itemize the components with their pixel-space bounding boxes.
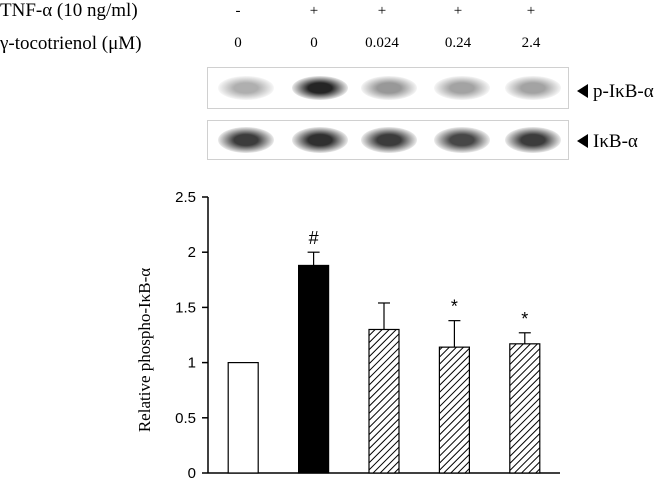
p-ikb-alpha-band-lane-5 bbox=[505, 76, 561, 100]
bar-5 bbox=[509, 343, 541, 474]
ikb-alpha-blot bbox=[207, 120, 569, 160]
relative-phospho-ikb-alpha-chart: Relative phospho-IκB-α 0 0.5 1 1.5 2 2.5 # * * bbox=[130, 185, 570, 482]
ikb-alpha-band-lane-3 bbox=[361, 127, 417, 153]
tnf-value-lane-2: + bbox=[309, 3, 319, 19]
toco-value-lane-2: 0 bbox=[310, 35, 318, 51]
y-tick-label: 2 bbox=[188, 244, 196, 261]
ikb-alpha-label: IκB-α bbox=[593, 131, 638, 152]
ikb-alpha-band-lane-1 bbox=[218, 127, 274, 153]
p-ikb-alpha-label: p-IκB-α bbox=[593, 81, 654, 102]
gamma-tocotrienol-label: γ-tocotrienol (μM) bbox=[0, 33, 142, 54]
toco-value-lane-4: 0.24 bbox=[444, 35, 472, 51]
p-ikb-alpha-band-lane-4 bbox=[434, 76, 490, 100]
arrow-left-icon bbox=[577, 134, 588, 148]
ikb-alpha-marker: IκB-α bbox=[577, 131, 638, 153]
y-tick-label: 2.5 bbox=[175, 189, 196, 206]
tnf-value-lane-1: - bbox=[235, 3, 241, 19]
p-ikb-alpha-marker: p-IκB-α bbox=[577, 81, 654, 103]
tnf-value-lane-4: + bbox=[453, 3, 463, 19]
bar-2 bbox=[298, 264, 330, 474]
p-ikb-alpha-band-lane-2 bbox=[292, 76, 348, 100]
y-axis-label: Relative phospho-IκB-α bbox=[135, 268, 154, 432]
bar-3 bbox=[368, 328, 400, 474]
arrow-left-icon bbox=[577, 84, 588, 98]
toco-value-lane-1: 0 bbox=[234, 35, 242, 51]
ikb-alpha-band-lane-4 bbox=[434, 127, 490, 153]
p-ikb-alpha-band-lane-1 bbox=[218, 76, 274, 100]
significance-marker-4: * bbox=[451, 297, 458, 317]
tnf-alpha-label: TNF-α (10 ng/ml) bbox=[0, 0, 138, 21]
tnf-value-lane-3: + bbox=[377, 3, 387, 19]
ikb-alpha-band-lane-2 bbox=[292, 127, 348, 153]
toco-value-lane-3: 0.024 bbox=[365, 35, 399, 51]
y-tick-label: 1.5 bbox=[175, 299, 196, 316]
bar-4 bbox=[438, 346, 470, 474]
significance-marker-2: # bbox=[309, 228, 319, 248]
y-tick-label: 0.5 bbox=[175, 410, 196, 427]
p-ikb-alpha-band-lane-3 bbox=[361, 76, 417, 100]
bar-chart-svg: Relative phospho-IκB-α 0 0.5 1 1.5 2 2.5 # * * bbox=[135, 189, 560, 482]
significance-marker-5: * bbox=[521, 309, 528, 329]
toco-value-lane-5: 2.4 bbox=[521, 35, 541, 51]
bar-1 bbox=[227, 362, 259, 474]
y-tick-label: 1 bbox=[188, 355, 196, 372]
p-ikb-alpha-blot bbox=[207, 67, 569, 109]
tnf-value-lane-5: + bbox=[526, 3, 536, 19]
y-tick-label: 0 bbox=[188, 465, 196, 482]
ikb-alpha-band-lane-5 bbox=[505, 127, 561, 153]
